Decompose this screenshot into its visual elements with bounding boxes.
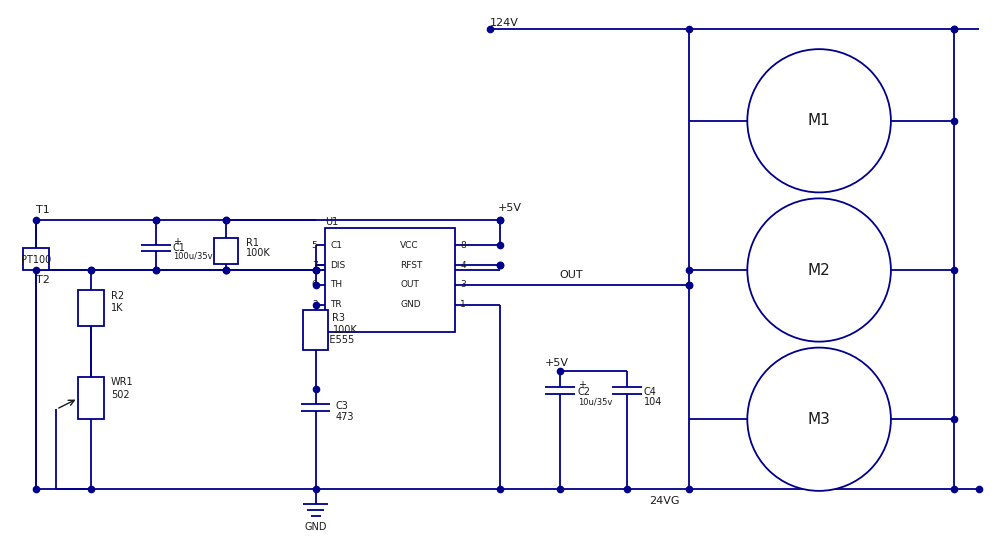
Text: M1: M1 — [808, 113, 830, 128]
Bar — [303, 310, 328, 350]
Text: 8: 8 — [460, 241, 466, 250]
Text: TH: TH — [330, 280, 343, 289]
Text: 6: 6 — [312, 280, 318, 289]
Text: 2: 2 — [312, 300, 318, 309]
Text: T1: T1 — [36, 205, 50, 215]
Bar — [325, 228, 455, 332]
Text: +: + — [173, 237, 181, 247]
Text: R2: R2 — [111, 291, 124, 301]
Text: C4: C4 — [644, 388, 656, 397]
Circle shape — [747, 347, 891, 491]
Text: C1: C1 — [330, 241, 342, 250]
Bar — [214, 238, 238, 264]
Text: +: + — [578, 380, 586, 390]
Text: T2: T2 — [36, 275, 50, 285]
Text: 124V: 124V — [490, 18, 519, 28]
Text: C3: C3 — [335, 401, 348, 411]
Text: C1: C1 — [173, 243, 186, 253]
Text: U1: U1 — [325, 217, 339, 227]
Bar — [78, 290, 104, 326]
Text: 473: 473 — [335, 412, 354, 422]
Text: 4: 4 — [460, 261, 466, 269]
Text: 104: 104 — [644, 397, 662, 408]
Text: R1: R1 — [246, 238, 259, 248]
Text: R3: R3 — [332, 313, 345, 322]
Text: WR1: WR1 — [111, 377, 134, 388]
Text: TR: TR — [330, 300, 342, 309]
Text: 7: 7 — [312, 261, 318, 269]
Text: GND: GND — [400, 300, 421, 309]
Text: RFST: RFST — [400, 261, 423, 269]
Text: M2: M2 — [808, 262, 830, 278]
Text: 1K: 1K — [111, 303, 124, 313]
Text: 502: 502 — [111, 390, 130, 401]
Text: 100u/35v: 100u/35v — [173, 251, 213, 261]
Text: 3: 3 — [460, 280, 466, 289]
Text: C2: C2 — [578, 388, 591, 397]
Circle shape — [747, 198, 891, 341]
Text: 5: 5 — [312, 241, 318, 250]
Text: VCC: VCC — [400, 241, 419, 250]
Text: OUT: OUT — [560, 270, 583, 280]
Text: 100K: 100K — [332, 325, 357, 335]
Text: 24VG: 24VG — [650, 496, 680, 506]
Text: M3: M3 — [808, 412, 831, 427]
Text: +5V: +5V — [545, 358, 569, 367]
Text: DIS: DIS — [330, 261, 346, 269]
Text: 1: 1 — [460, 300, 466, 309]
Text: +5V: +5V — [498, 203, 522, 214]
Circle shape — [747, 49, 891, 192]
Text: NE555: NE555 — [322, 334, 355, 345]
Text: PT100: PT100 — [21, 255, 52, 265]
Bar — [78, 377, 104, 419]
Text: 100K: 100K — [246, 248, 270, 258]
Bar — [23, 248, 49, 270]
Text: GND: GND — [304, 522, 327, 532]
Text: OUT: OUT — [400, 280, 419, 289]
Text: 10u/35v: 10u/35v — [578, 398, 612, 407]
